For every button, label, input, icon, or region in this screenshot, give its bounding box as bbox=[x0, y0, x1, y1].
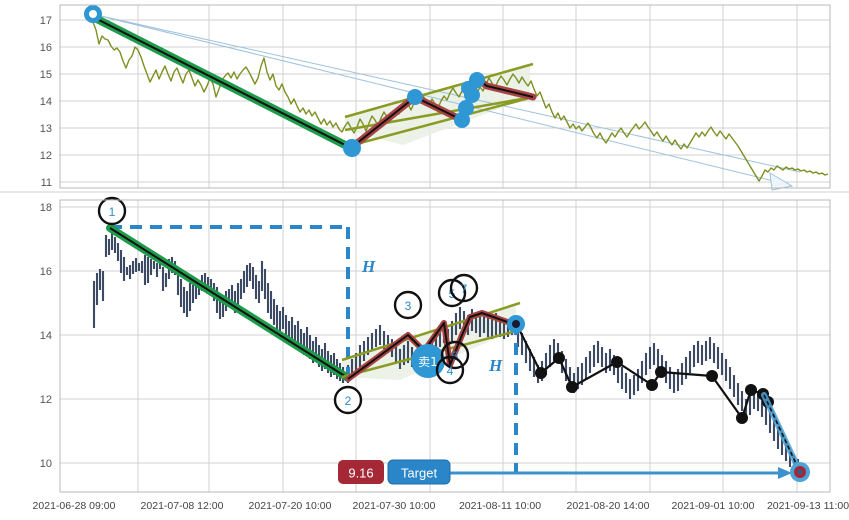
lower-ytick: 12 bbox=[40, 394, 52, 406]
wave-marker-3-label: 3 bbox=[405, 299, 412, 313]
lower-ytick: 14 bbox=[40, 330, 52, 342]
upper-y-axis-labels: 17 16 15 14 13 12 11 bbox=[40, 15, 52, 189]
pivot-dot[interactable] bbox=[343, 139, 361, 157]
upper-ytick: 12 bbox=[40, 150, 52, 162]
target-bullseye[interactable] bbox=[790, 462, 810, 482]
upper-ytick: 15 bbox=[40, 69, 52, 81]
target-horizontal-line bbox=[390, 467, 792, 479]
lower-downtrend-line bbox=[106, 224, 352, 382]
height-label-lower: H bbox=[488, 356, 503, 375]
wave-marker-2-label: 2 bbox=[345, 394, 352, 408]
upper-plot-frame bbox=[59, 4, 831, 189]
wave-marker-3[interactable]: 3 bbox=[393, 290, 423, 320]
lower-plot-frame bbox=[59, 199, 831, 493]
target-projection-line bbox=[761, 392, 803, 475]
sell-badge-label: 卖1 bbox=[418, 355, 438, 369]
xtick-label: 2021-08-11 10:00 bbox=[459, 500, 541, 512]
xtick-label: 2021-07-08 12:00 bbox=[141, 500, 224, 512]
x-axis-svg: 2021-06-28 09:00 2021-07-08 12:00 2021-0… bbox=[33, 500, 849, 512]
upper-downtrend-line bbox=[89, 13, 355, 152]
upper-price-panel: 17 16 15 14 13 12 11 bbox=[0, 0, 849, 195]
xtick-label: 2021-06-28 09:00 bbox=[33, 500, 116, 512]
upper-ytick: 14 bbox=[40, 96, 52, 108]
xtick-label: 2021-09-01 10:00 bbox=[672, 500, 755, 512]
wave-marker-4-label: 4 bbox=[447, 364, 454, 378]
upper-price-line bbox=[92, 21, 829, 182]
wave-marker-6[interactable]: 6 bbox=[440, 340, 470, 370]
upper-ytick: 16 bbox=[40, 42, 52, 54]
target-badge-label: Target bbox=[401, 466, 438, 481]
upper-ytick: 17 bbox=[40, 15, 52, 27]
upper-pivot-dots bbox=[84, 5, 485, 157]
wave-marker-1[interactable]: 1 bbox=[97, 196, 127, 226]
xtick-label: 2021-07-20 10:00 bbox=[249, 500, 332, 512]
xtick-label: 2021-07-30 10:00 bbox=[353, 500, 436, 512]
lower-candlestick-panel: 18 16 14 12 10 bbox=[0, 195, 849, 495]
wave-marker-7-label: 7 bbox=[461, 282, 468, 296]
lower-panel-svg: 18 16 14 12 10 bbox=[40, 196, 831, 493]
upper-ytick: 13 bbox=[40, 123, 52, 135]
pivot-dot-center bbox=[89, 10, 97, 18]
wave-marker-2[interactable]: 2 bbox=[333, 385, 363, 415]
pivot-dot-top-center bbox=[512, 320, 520, 328]
wave-marker-7[interactable]: 7 bbox=[449, 273, 479, 303]
target-price-badge[interactable]: 9.16 bbox=[338, 460, 384, 484]
wave-marker-1-label: 1 bbox=[109, 205, 116, 219]
pivot-dot[interactable] bbox=[461, 81, 475, 95]
x-axis: 2021-06-28 09:00 2021-07-08 12:00 2021-0… bbox=[0, 495, 849, 520]
height-label-upper: H bbox=[361, 257, 376, 276]
pivot-dot[interactable] bbox=[407, 89, 423, 105]
upper-projection-rays bbox=[91, 13, 801, 191]
pivot-dot[interactable] bbox=[458, 100, 474, 116]
target-badge[interactable]: Target bbox=[387, 459, 451, 485]
lower-uptrend-zigzag bbox=[345, 310, 519, 382]
xtick-label: 2021-09-13 11:00 bbox=[767, 500, 849, 512]
wave-marker-4[interactable]: 4 bbox=[435, 355, 465, 385]
lower-ytick: 16 bbox=[40, 266, 52, 278]
lower-y-axis-labels: 18 16 14 12 10 bbox=[40, 202, 52, 470]
upper-ytick: 11 bbox=[41, 177, 52, 189]
lower-ytick: 10 bbox=[40, 458, 52, 470]
xtick-label: 2021-08-20 14:00 bbox=[567, 500, 650, 512]
upper-panel-svg: 17 16 15 14 13 12 11 bbox=[0, 4, 849, 193]
lower-ytick: 18 bbox=[40, 202, 52, 214]
candlesticks-left bbox=[92, 233, 345, 383]
wave-marker-6-label: 6 bbox=[452, 349, 459, 363]
target-price-label: 9.16 bbox=[348, 466, 373, 481]
